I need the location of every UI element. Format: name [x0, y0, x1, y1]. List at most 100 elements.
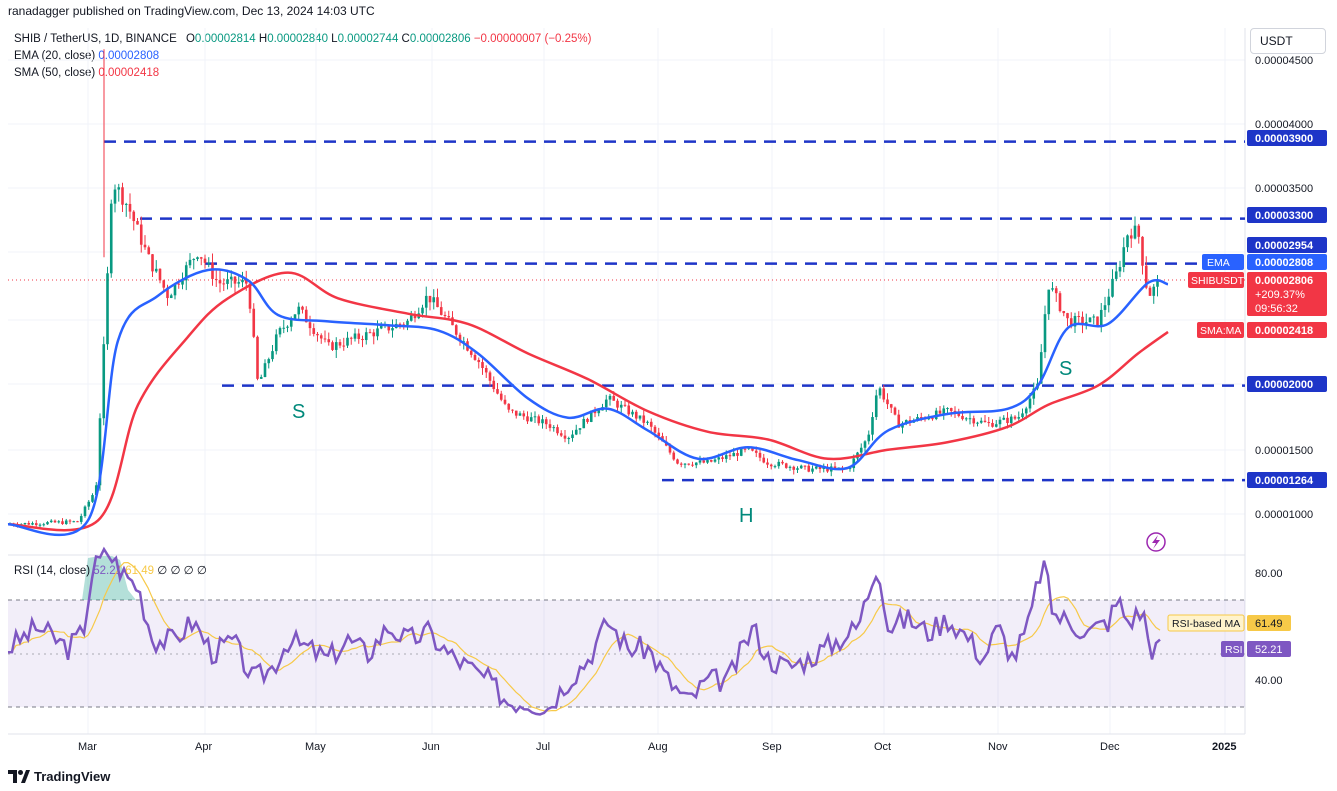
candle-body — [784, 463, 788, 468]
price-legend: SHIB / TetherUS, 1D, BINANCE O0.00002814… — [14, 31, 591, 82]
candle-body — [297, 306, 301, 315]
candle-body — [529, 417, 533, 422]
candle-body — [184, 265, 188, 281]
time-tick-jul: Jul — [536, 741, 550, 753]
tradingview-logo-icon — [8, 770, 30, 783]
price-tick-1000: 0.00001000 — [1255, 509, 1313, 521]
candle-body — [754, 450, 758, 453]
candle-body — [541, 419, 544, 424]
candle-body — [758, 452, 762, 458]
candle-body — [136, 221, 139, 225]
candle-body — [83, 506, 87, 517]
time-tick-aug: Aug — [648, 741, 668, 753]
candle-body — [428, 295, 432, 303]
sma-row[interactable]: SMA (50, close) 0.00002418 — [14, 65, 591, 82]
candle-body — [563, 435, 567, 439]
candle-body — [169, 295, 173, 299]
candle-body — [469, 350, 473, 355]
rsi-legend[interactable]: RSI (14, close) 52.21 61.49 ∅ ∅ ∅ ∅ — [14, 563, 207, 577]
candle-body — [368, 332, 372, 334]
candle-body — [1092, 316, 1096, 318]
candle-body — [1144, 265, 1148, 288]
candle-body — [1073, 316, 1077, 327]
svg-text:0.00002806: 0.00002806 — [1255, 275, 1313, 287]
candle-body — [1021, 413, 1024, 418]
candle-body — [1051, 288, 1054, 290]
candle-body — [597, 410, 601, 414]
rsi-legend-extras: ∅ ∅ ∅ ∅ — [157, 565, 207, 577]
candle-body — [522, 413, 526, 417]
candle-body — [574, 429, 578, 435]
badge-rsi: RSI 52.21 — [1221, 641, 1291, 657]
candle-body — [364, 332, 368, 341]
candle-body — [387, 324, 391, 331]
svg-text:SHIBUSDT: SHIBUSDT — [1191, 275, 1245, 287]
time-axis[interactable]: Mar Apr May Jun Jul Aug Sep Oct Nov Dec … — [78, 741, 1236, 753]
symbol-label[interactable]: SHIB / TetherUS, 1D, BINANCE — [14, 33, 177, 45]
candle-body — [559, 433, 563, 436]
candle-body — [79, 516, 83, 522]
ema-row[interactable]: EMA (20, close) 0.00002808 — [14, 48, 591, 65]
candle-body — [357, 333, 361, 339]
svg-text:61.49: 61.49 — [1255, 618, 1283, 630]
candle-body — [484, 368, 488, 373]
candle-body — [994, 424, 998, 427]
badge-3900: 0.00003900 — [1247, 130, 1327, 146]
time-tick-nov: Nov — [988, 741, 1008, 753]
candle-body — [514, 410, 518, 416]
candle-body — [717, 457, 721, 460]
candle-body — [691, 464, 694, 466]
candle-body — [1039, 352, 1043, 384]
svg-text:0.00002000: 0.00002000 — [1255, 379, 1313, 391]
candle-body — [496, 389, 499, 394]
currency-button[interactable]: USDT — [1250, 28, 1326, 54]
time-tick-may: May — [305, 741, 326, 753]
candle-body — [1017, 417, 1021, 419]
left-shoulder-label: S — [292, 401, 305, 423]
candle-body — [282, 327, 286, 329]
candle-body — [972, 418, 976, 424]
candle-body — [1058, 293, 1062, 312]
candle-body — [432, 297, 436, 303]
candle-body — [788, 466, 792, 468]
candle-body — [968, 418, 972, 420]
price-tick-1500: 0.00001500 — [1255, 445, 1313, 457]
candle-body — [1043, 314, 1047, 353]
candle-body — [1126, 235, 1129, 248]
tradingview-logo[interactable]: TradingView — [8, 769, 110, 784]
svg-text:EMA: EMA — [1207, 257, 1230, 269]
candle-body — [826, 467, 829, 472]
candle-body — [807, 465, 811, 472]
candle-body — [46, 522, 49, 525]
candle-body — [886, 399, 889, 405]
candle-body — [1069, 318, 1073, 327]
candle-body — [713, 459, 717, 462]
candle-body — [979, 420, 983, 423]
candle-body — [151, 254, 154, 272]
rsi-tick-40: 40.00 — [1255, 675, 1283, 687]
price-axis[interactable]: 0.00004500 0.00004000 0.00003500 0.00001… — [1255, 55, 1313, 521]
candle-body — [481, 362, 484, 369]
candle-body — [1156, 280, 1159, 287]
candle-body — [98, 418, 102, 486]
candle-body — [706, 460, 709, 463]
candle-body — [694, 462, 698, 466]
candle-body — [94, 485, 98, 496]
candle-body — [316, 333, 319, 336]
candle-body — [91, 495, 94, 502]
candle-body — [334, 342, 338, 350]
candle-body — [353, 333, 357, 339]
badge-ema: EMA 0.00002808 — [1202, 254, 1327, 270]
candle-body — [863, 441, 867, 448]
candle-body — [762, 457, 766, 463]
candle-body — [803, 465, 807, 467]
candle-body — [818, 466, 822, 470]
lightning-icon[interactable] — [1146, 532, 1166, 552]
badge-sma: SMA:MA 0.00002418 — [1197, 322, 1327, 338]
svg-text:0.00002954: 0.00002954 — [1255, 240, 1314, 252]
candle-body — [259, 376, 263, 379]
rsi-legend-value: 52.21 — [93, 565, 123, 577]
svg-text:0.00002808: 0.00002808 — [1255, 257, 1313, 269]
svg-text:+209.37%: +209.37% — [1255, 289, 1305, 301]
